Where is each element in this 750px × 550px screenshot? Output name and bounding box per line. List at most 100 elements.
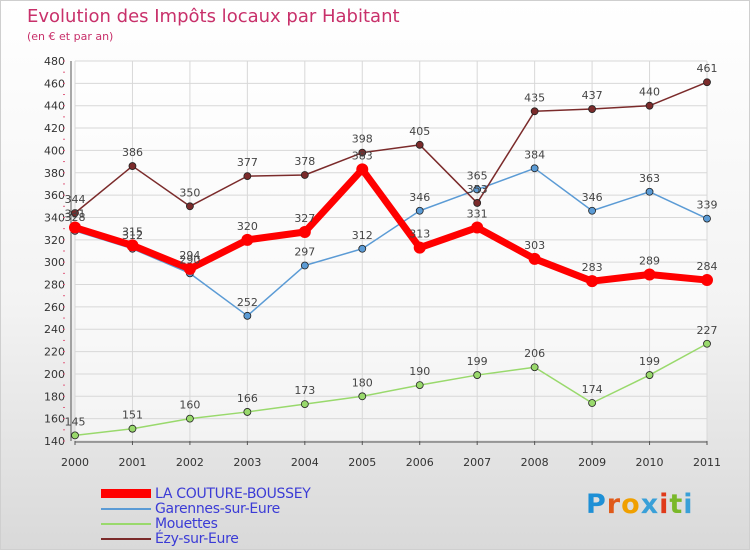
data-label: 315 (122, 225, 143, 238)
logo-letter: P (586, 489, 607, 520)
data-label: 297 (294, 246, 315, 259)
y-tick-label: 380 (44, 167, 65, 180)
chart-subtitle: (en € et par an) (27, 30, 114, 43)
data-label: 346 (409, 191, 430, 204)
legend-swatch (101, 523, 151, 525)
series-line (74, 167, 708, 317)
data-label: 363 (639, 172, 660, 185)
data-label: 313 (409, 228, 430, 241)
x-tick-label: 2006 (406, 456, 434, 469)
data-label: 173 (294, 384, 315, 397)
data-label: 284 (697, 260, 718, 273)
data-label: 398 (352, 133, 373, 146)
data-point (415, 140, 424, 149)
data-point (588, 399, 596, 407)
data-label: 166 (237, 392, 258, 405)
data-label: 145 (65, 415, 86, 428)
legend-swatch (101, 489, 151, 498)
x-tick-label: 2009 (578, 456, 606, 469)
data-point (473, 371, 482, 379)
data-point (471, 221, 484, 234)
logo-letter: o (621, 489, 641, 520)
data-label: 386 (122, 146, 143, 159)
data-point (358, 244, 367, 253)
data-label: 289 (639, 254, 660, 267)
data-label: 320 (237, 220, 258, 233)
data-point (473, 199, 482, 207)
data-label: 303 (524, 239, 545, 252)
data-label: 353 (467, 183, 488, 196)
legend-label: Garennes-sur-Eure (155, 501, 280, 517)
x-tick-label: 2005 (348, 456, 376, 469)
data-label: 283 (582, 261, 603, 274)
data-label: 437 (582, 89, 603, 102)
data-label: 227 (697, 324, 718, 337)
x-tick-label: 2001 (118, 456, 146, 469)
data-point (243, 172, 252, 181)
x-tick-label: 2007 (463, 456, 491, 469)
data-point (69, 221, 81, 234)
logo-letter: x (640, 489, 660, 520)
y-tick-label: 360 (44, 189, 65, 202)
data-label: 174 (582, 383, 603, 396)
x-tick-label: 2004 (291, 456, 319, 469)
data-point (243, 408, 252, 416)
x-tick-label: 2000 (61, 456, 89, 469)
data-point (128, 162, 137, 170)
data-label: 331 (65, 208, 86, 221)
data-label: 440 (639, 86, 660, 99)
legend-label: LA COUTURE-BOUSSEY (155, 486, 311, 502)
data-label: 199 (639, 355, 660, 368)
data-point (528, 252, 541, 265)
data-point (645, 371, 654, 379)
data-label: 328 (65, 211, 86, 224)
data-label: 405 (409, 125, 430, 138)
data-point (415, 206, 424, 215)
y-tick-label: 440 (44, 100, 65, 113)
data-point (186, 414, 194, 423)
series-line (73, 165, 708, 285)
data-point (358, 392, 367, 401)
logo-letter: i (683, 489, 694, 520)
x-tick-label: 2010 (636, 456, 664, 469)
data-label: 461 (697, 62, 718, 75)
series-line (74, 343, 708, 437)
data-labels: 331 315 294 320 327 383 313 331 303 283 289 284 328 3… (65, 62, 718, 428)
y-tick-label: 300 (44, 256, 65, 269)
data-point (243, 311, 252, 320)
series-lines (69, 78, 713, 440)
data-label: 327 (294, 212, 315, 225)
data-label: 312 (352, 229, 373, 242)
data-label: 160 (179, 399, 200, 412)
data-label: 252 (237, 296, 258, 309)
y-tick-label: 260 (44, 301, 65, 314)
data-label: 344 (65, 193, 86, 206)
data-point (645, 187, 654, 196)
y-tick-label: 180 (44, 390, 65, 403)
grid-lines (74, 60, 708, 442)
y-tick-label: 320 (44, 234, 65, 247)
data-point (703, 214, 711, 223)
data-point (300, 400, 309, 409)
data-point (413, 241, 426, 254)
logo-letter: i (659, 489, 670, 520)
data-label: 378 (294, 155, 315, 168)
data-label: 190 (409, 365, 430, 378)
data-point (356, 163, 369, 176)
x-tick-label: 2003 (233, 456, 261, 469)
legend-label: Ézy-sur-Eure (155, 531, 239, 547)
data-point (71, 431, 79, 440)
y-tick-label: 480 (44, 55, 65, 68)
data-point (300, 261, 309, 270)
y-tick-label: 280 (44, 279, 65, 292)
data-point (358, 148, 367, 157)
y-tick-label: 160 (44, 413, 65, 426)
proxiti-logo: Proxiti (586, 489, 694, 520)
data-label: 199 (467, 355, 488, 368)
data-point (183, 262, 196, 275)
y-tick-label: 400 (44, 144, 65, 157)
y-tick-label: 140 (44, 435, 65, 448)
series-line (74, 81, 708, 214)
line-chart: 140 160 180 200 220 240 260 280 300 320 340 360 380 4… (44, 55, 721, 469)
